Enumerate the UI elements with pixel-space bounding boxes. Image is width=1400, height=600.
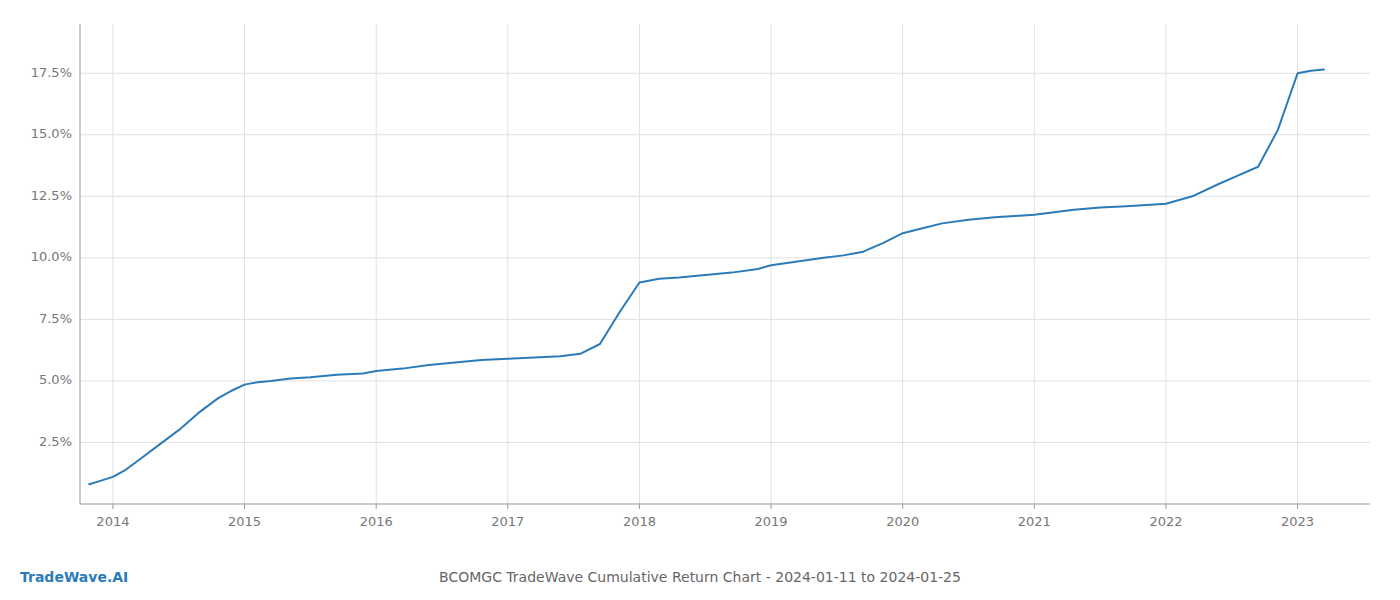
y-tick-label: 5.0% <box>39 372 72 387</box>
line <box>89 70 1324 485</box>
x-tick-label: 2018 <box>623 514 656 529</box>
y-grid-line <box>80 73 1370 74</box>
x-tick-label: 2023 <box>1281 514 1314 529</box>
chart: 2.5% 5.0% 7.5% 10.0% 12.5% 15.0% 17.5% 2014 2015… <box>0 0 1400 600</box>
x-tick-label: 2014 <box>96 514 129 529</box>
x-tick-mark <box>771 504 772 509</box>
x-grid-line <box>244 24 245 504</box>
x-tick-mark <box>1165 504 1166 509</box>
x-tick-mark <box>244 504 245 509</box>
x-tick-mark <box>112 504 113 509</box>
y-tick-label: 12.5% <box>31 188 72 203</box>
x-tick-mark <box>507 504 508 509</box>
x-grid-line <box>1297 24 1298 504</box>
x-tick-mark <box>639 504 640 509</box>
x-grid-line <box>507 24 508 504</box>
plot-area <box>89 70 1324 485</box>
y-tick-label: 15.0% <box>31 126 72 141</box>
y-grid-line <box>80 257 1370 258</box>
y-tick-label: 7.5% <box>39 311 72 326</box>
x-tick-label: 2022 <box>1149 514 1182 529</box>
grid <box>80 24 1370 504</box>
x-grid-line <box>771 24 772 504</box>
x-tick-label: 2017 <box>491 514 524 529</box>
watermark: TradeWave.AI <box>20 569 128 585</box>
x-tick-mark <box>1034 504 1035 509</box>
x-grid-line <box>376 24 377 504</box>
y-tick-label: 17.5% <box>31 65 72 80</box>
y-grid-line <box>80 196 1370 197</box>
x-tick-mark <box>902 504 903 509</box>
x-tick-label: 2021 <box>1018 514 1051 529</box>
x-tick-label: 2019 <box>755 514 788 529</box>
y-tick-label: 2.5% <box>39 434 72 449</box>
x-grid-line <box>1034 24 1035 504</box>
x-grid-line <box>639 24 640 504</box>
y-grid-line <box>80 134 1370 135</box>
x-tick-label: 2020 <box>886 514 919 529</box>
y-grid-line <box>80 319 1370 320</box>
x-grid-line <box>112 24 113 504</box>
title: BCOMGC TradeWave Cumulative Return Chart… <box>439 569 961 585</box>
x-tick-mark <box>1297 504 1298 509</box>
x-tick-label: 2016 <box>360 514 393 529</box>
x-grid-line <box>1165 24 1166 504</box>
axes: 2.5% 5.0% 7.5% 10.0% 12.5% 15.0% 17.5% 2014 2015… <box>31 24 1370 529</box>
x-tick-mark <box>376 504 377 509</box>
y-grid-line <box>80 442 1370 443</box>
x-tick-label: 2015 <box>228 514 261 529</box>
x-axis-line <box>80 504 1370 505</box>
y-axis-line <box>80 24 81 504</box>
y-tick-label: 10.0% <box>31 249 72 264</box>
background <box>0 0 1400 600</box>
x-grid-line <box>902 24 903 504</box>
